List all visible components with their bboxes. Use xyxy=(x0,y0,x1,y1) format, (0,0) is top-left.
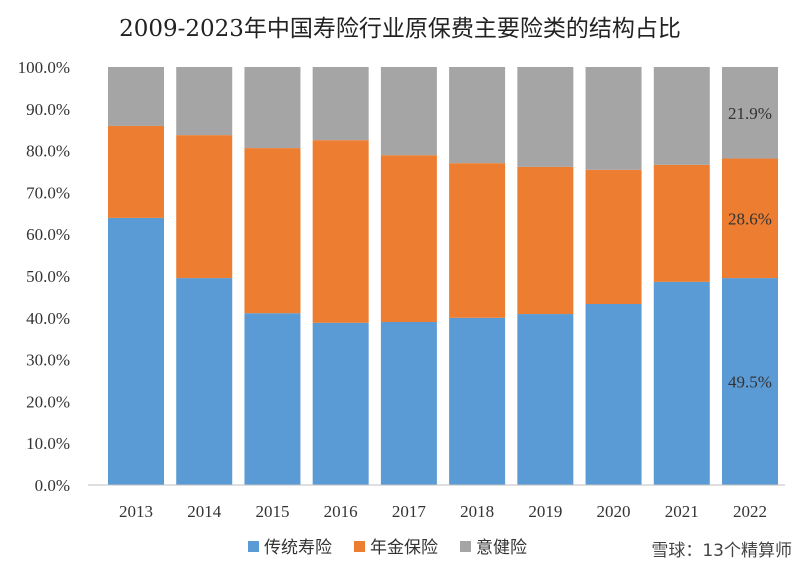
y-tick-label: 90.0% xyxy=(26,100,70,119)
x-tick-label: 2014 xyxy=(187,502,222,521)
bar-segment xyxy=(722,67,778,159)
bar-segment xyxy=(449,163,506,318)
bar-segment xyxy=(176,67,233,136)
bar-segment xyxy=(380,67,437,156)
bar-segment xyxy=(585,304,642,485)
x-tick-label: 2015 xyxy=(255,502,289,521)
bar-segment xyxy=(108,67,164,126)
bar-segment xyxy=(653,164,710,282)
bar-segment xyxy=(449,317,506,485)
chart-title: 2009-2023年中国寿险行业原保费主要险类的结构占比 xyxy=(119,16,681,42)
bars xyxy=(108,67,778,485)
x-tick-label: 2021 xyxy=(665,502,699,521)
y-tick-label: 60.0% xyxy=(26,225,70,244)
bar-segment xyxy=(380,321,437,485)
y-axis: 0.0% 10.0% 20.0% 30.0% 40.0% 50.0% 60.0% 70.0% 8… xyxy=(18,58,70,495)
bar-segment xyxy=(585,67,642,170)
bar-segment xyxy=(176,135,233,279)
y-tick-label: 100.0% xyxy=(18,58,70,77)
y-tick-label: 50.0% xyxy=(26,267,70,286)
data-label: 21.9% xyxy=(728,104,772,123)
bar-segment xyxy=(312,322,369,485)
bar-segment xyxy=(517,166,574,315)
bar-segment xyxy=(722,158,778,279)
bar-segment xyxy=(312,67,369,141)
x-tick-label: 2016 xyxy=(324,502,358,521)
x-tick-label: 2017 xyxy=(392,502,427,521)
bar-segment xyxy=(653,281,710,485)
x-tick-label: 2013 xyxy=(119,502,153,521)
x-axis: 2013 2014 2015 2016 2017 2018 2019 2020 2021 2022 xyxy=(88,484,785,521)
x-tick-label: 2019 xyxy=(528,502,562,521)
y-tick-label: 20.0% xyxy=(26,392,70,411)
data-labels: 49.5% 28.6% 21.9% xyxy=(728,104,772,392)
bar-segment xyxy=(244,67,301,149)
y-tick-label: 80.0% xyxy=(26,142,70,161)
legend-swatch xyxy=(460,541,471,552)
x-tick-label: 2020 xyxy=(597,502,631,521)
legend: 传统寿险 年金保险 意健险 xyxy=(248,538,527,558)
bar-segment xyxy=(244,148,301,314)
bar-segment xyxy=(517,314,574,485)
bar-segment xyxy=(244,313,301,485)
bar-segment xyxy=(312,140,369,323)
data-label: 28.6% xyxy=(728,209,772,228)
data-label: 49.5% xyxy=(728,373,772,392)
bar-segment xyxy=(380,155,437,322)
y-tick-label: 0.0% xyxy=(35,476,70,495)
y-tick-label: 30.0% xyxy=(26,351,70,370)
bar-segment xyxy=(585,169,642,305)
legend-swatch xyxy=(248,541,259,552)
bar-segment xyxy=(108,125,164,218)
legend-label: 意健险 xyxy=(476,538,527,558)
y-tick-label: 40.0% xyxy=(26,309,70,328)
legend-label: 年金保险 xyxy=(370,538,438,558)
bar-segment xyxy=(653,67,710,165)
y-tick-label: 70.0% xyxy=(26,183,70,202)
bar-segment xyxy=(722,278,778,485)
legend-label: 传统寿险 xyxy=(264,538,332,558)
x-tick-label: 2018 xyxy=(460,502,494,521)
bar-segment xyxy=(108,217,164,485)
bar-segment xyxy=(449,67,506,164)
watermark-text: 雪球：13个精算师 xyxy=(651,541,792,561)
bar-segment xyxy=(176,278,233,485)
legend-swatch xyxy=(354,541,365,552)
y-tick-label: 10.0% xyxy=(26,434,70,453)
bar-segment xyxy=(517,67,574,167)
x-tick-label: 2022 xyxy=(733,502,767,521)
